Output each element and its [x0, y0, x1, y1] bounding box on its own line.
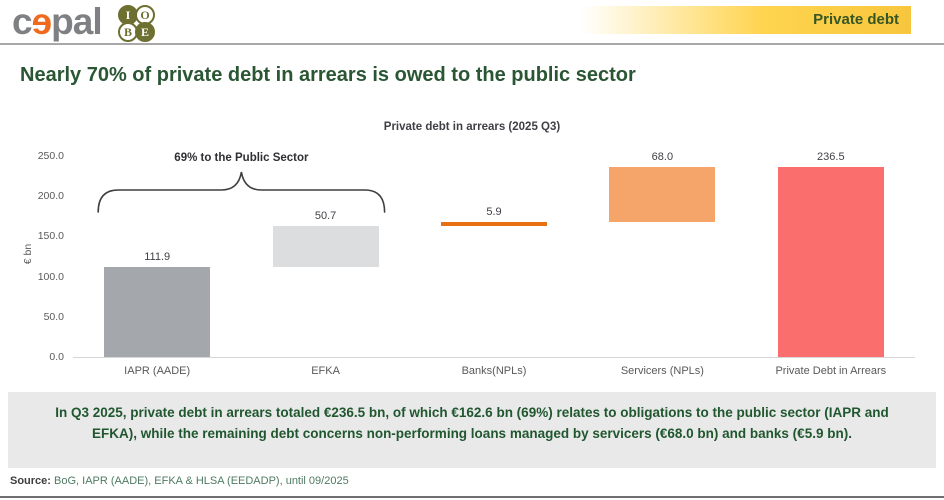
y-tick-label: 50.0 [43, 310, 64, 323]
x-category-label: IAPR (AADE) [124, 365, 191, 377]
bar-banks-npls- [441, 221, 547, 227]
source-text: BoG, IAPR (AADE), EFKA & HLSA (EEDADP), … [50, 475, 349, 487]
bracket-annotation-text: 69% to the Public Sector [174, 152, 309, 164]
source-line: Source: BoG, IAPR (AADE), EFKA & HLSA (E… [10, 475, 349, 487]
plot-area: 111.9 50.7 5.9 68.0 236.5 69% to the Public S… [73, 151, 915, 358]
x-category-label: Private Debt in Arrears [775, 365, 887, 377]
y-tick-label: 250.0 [37, 150, 64, 162]
page-title: Nearly 70% of private debt in arrears is… [20, 64, 636, 86]
bar-private-debt-in-arrears [777, 166, 884, 357]
bar-value-label: 50.7 [314, 210, 337, 223]
bar-value-label: 5.9 [486, 205, 502, 218]
x-category-label: Banks(NPLs) [461, 365, 527, 377]
bar-servicers-npls- [609, 166, 716, 222]
bar-value-label: 68.0 [651, 150, 674, 163]
iobe-logo-row-top: I O [118, 5, 162, 25]
x-category-label: EFKA [311, 365, 340, 377]
iobe-logo: I O B E [118, 5, 162, 45]
y-tick-label: 0.0 [49, 351, 64, 363]
cepal-logo-e: ɘ [31, 1, 53, 42]
header-divider [0, 43, 944, 45]
summary-note-box: In Q3 2025, private debt in arrears tota… [8, 392, 936, 468]
y-tick-label: 200.0 [37, 190, 64, 203]
iobe-letter-e: E [135, 22, 155, 42]
bracket-annotation [97, 171, 386, 213]
x-axis-line [73, 357, 915, 358]
cepal-logo-c: c [12, 1, 33, 42]
x-category-label: Servicers (NPLs) [620, 365, 704, 377]
bar-iapr-aade- [104, 267, 211, 357]
bottom-divider [0, 496, 944, 498]
source-label: Source: [10, 475, 51, 487]
iobe-letter-o: O [135, 5, 155, 25]
y-tick-label: 150.0 [37, 230, 64, 243]
bar-value-label: 236.5 [817, 150, 845, 163]
summary-note-text: In Q3 2025, private debt in arrears tota… [55, 405, 889, 441]
y-tick-label: 100.0 [37, 270, 64, 283]
chart-title: Private debt in arrears (2025 Q3) [383, 121, 561, 133]
cepal-logo-pal: pal [51, 1, 102, 42]
iobe-logo-row-bottom: B E [118, 22, 162, 42]
chart: Private debt in arrears (2025 Q3) € bn 1… [0, 108, 944, 388]
bar-value-label: 111.9 [144, 251, 171, 264]
section-banner: Private debt [581, 6, 911, 34]
bar-efka [272, 226, 379, 268]
cepal-logo: cɘpal [12, 1, 103, 42]
